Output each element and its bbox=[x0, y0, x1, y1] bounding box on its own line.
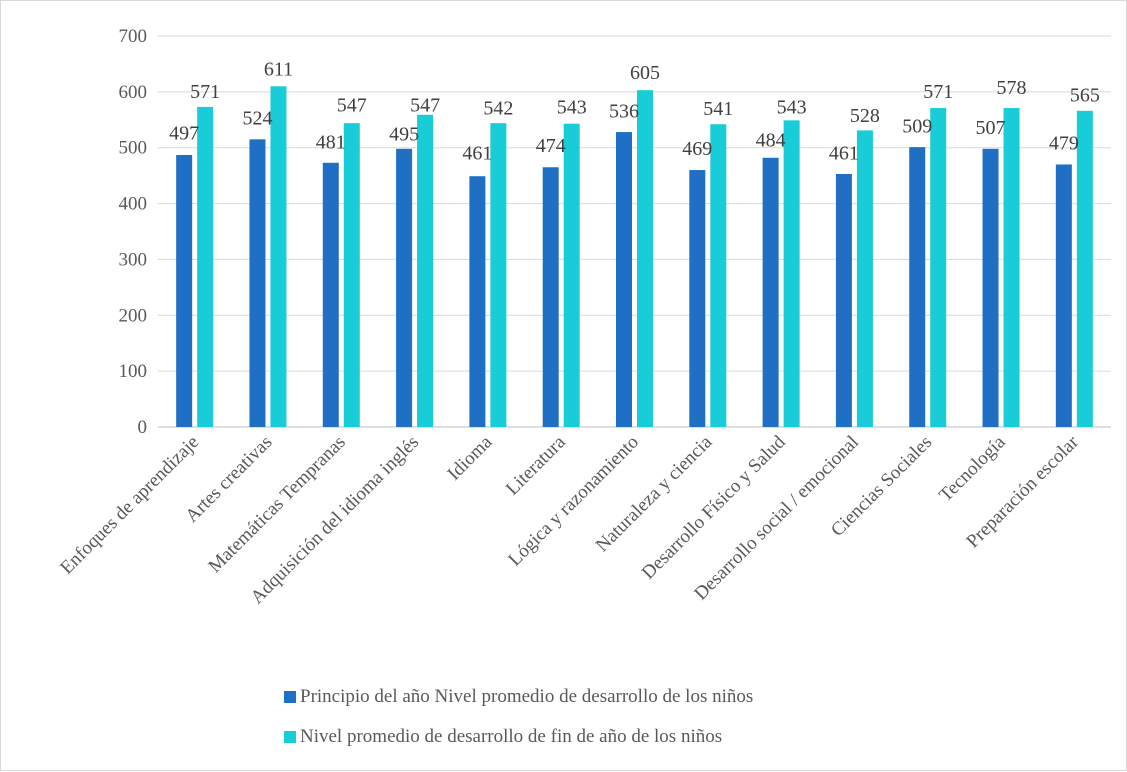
legend-label: Nivel promedio de desarrollo de fin de a… bbox=[300, 726, 722, 747]
y-tick-label: 300 bbox=[119, 249, 148, 270]
category-label: Enfoques de aprendizaje bbox=[56, 432, 203, 579]
category-label: Literatura bbox=[502, 431, 570, 499]
legend-label: Principio del año Nivel promedio de desa… bbox=[300, 686, 753, 707]
data-label-beginning-of-year: 536 bbox=[609, 101, 639, 123]
bar-end-of-year bbox=[710, 124, 727, 428]
data-label-beginning-of-year: 461 bbox=[829, 142, 859, 164]
bar-beginning-of-year bbox=[249, 139, 266, 428]
data-label-end-of-year: 571 bbox=[923, 81, 953, 103]
data-label-end-of-year: 547 bbox=[410, 94, 440, 116]
data-label-end-of-year: 542 bbox=[483, 97, 513, 119]
bar-beginning-of-year bbox=[396, 148, 413, 427]
category-label: Lógica y razonamiento bbox=[504, 432, 643, 571]
bar-end-of-year bbox=[1076, 110, 1093, 427]
bar-beginning-of-year bbox=[176, 154, 193, 427]
category-label: Idioma bbox=[444, 431, 497, 484]
category-label: Tecnología bbox=[935, 431, 1010, 506]
bar-end-of-year bbox=[343, 123, 360, 427]
bar-beginning-of-year bbox=[616, 132, 632, 427]
bar-end-of-year bbox=[270, 86, 287, 428]
data-label-beginning-of-year: 481 bbox=[316, 131, 346, 153]
data-label-end-of-year: 541 bbox=[703, 98, 733, 120]
data-label-end-of-year: 543 bbox=[557, 97, 587, 119]
data-label-beginning-of-year: 507 bbox=[976, 117, 1006, 139]
y-axis-ticks: 0 100 200 300 400 500 600 700 bbox=[119, 26, 148, 438]
data-label-beginning-of-year: 474 bbox=[536, 135, 566, 157]
data-label-end-of-year: 528 bbox=[850, 105, 880, 127]
bar-beginning-of-year bbox=[835, 173, 852, 427]
bar-end-of-year bbox=[637, 90, 653, 427]
gridlines bbox=[158, 35, 1111, 428]
bar-end-of-year bbox=[856, 130, 873, 428]
bar-beginning-of-year bbox=[982, 148, 999, 427]
data-label-beginning-of-year: 524 bbox=[242, 107, 272, 129]
bar-beginning-of-year bbox=[909, 147, 926, 428]
data-label-end-of-year: 547 bbox=[337, 94, 367, 116]
bars bbox=[176, 86, 1093, 428]
bar-beginning-of-year bbox=[322, 162, 339, 427]
data-label-end-of-year: 611 bbox=[264, 59, 293, 81]
category-label: Matemáticas Tempranas bbox=[204, 432, 349, 577]
data-labels: 497 571 524 611 481 547 495 547 461 542 474 543 536 6… bbox=[169, 59, 1100, 165]
y-tick-label: 600 bbox=[119, 82, 148, 103]
legend-swatch bbox=[284, 731, 296, 743]
data-label-end-of-year: 605 bbox=[630, 62, 660, 84]
data-label-end-of-year: 578 bbox=[997, 77, 1027, 99]
data-label-beginning-of-year: 509 bbox=[902, 116, 932, 138]
bar-end-of-year bbox=[1003, 108, 1020, 427]
bar-end-of-year bbox=[490, 123, 507, 427]
data-label-beginning-of-year: 495 bbox=[389, 124, 419, 146]
bar-beginning-of-year bbox=[762, 157, 779, 428]
data-label-end-of-year: 543 bbox=[777, 97, 807, 119]
bar-beginning-of-year bbox=[689, 170, 706, 428]
bar-end-of-year bbox=[783, 120, 800, 427]
y-tick-label: 700 bbox=[119, 26, 148, 47]
legend-swatch bbox=[284, 691, 296, 703]
category-label: Desarrollo Físico y Salud bbox=[638, 431, 790, 583]
bar-end-of-year bbox=[930, 108, 947, 427]
y-tick-label: 400 bbox=[119, 194, 148, 215]
data-label-beginning-of-year: 469 bbox=[682, 138, 712, 160]
bar-beginning-of-year bbox=[1055, 164, 1072, 427]
y-tick-label: 500 bbox=[119, 138, 148, 159]
y-tick-label: 200 bbox=[119, 305, 148, 326]
data-label-beginning-of-year: 497 bbox=[169, 122, 199, 144]
data-label-beginning-of-year: 484 bbox=[756, 130, 786, 152]
legend: Principio del año Nivel promedio de desa… bbox=[284, 686, 753, 747]
bar-beginning-of-year bbox=[542, 167, 559, 427]
data-label-end-of-year: 571 bbox=[190, 81, 220, 103]
bar-end-of-year bbox=[417, 114, 434, 427]
bar-beginning-of-year bbox=[469, 176, 486, 427]
data-label-end-of-year: 565 bbox=[1070, 84, 1100, 106]
data-label-beginning-of-year: 461 bbox=[462, 142, 492, 164]
bar-end-of-year bbox=[563, 123, 580, 428]
data-label-beginning-of-year: 479 bbox=[1049, 132, 1079, 154]
y-tick-label: 0 bbox=[138, 417, 148, 438]
y-tick-label: 100 bbox=[119, 361, 148, 382]
bar-end-of-year bbox=[197, 106, 214, 427]
